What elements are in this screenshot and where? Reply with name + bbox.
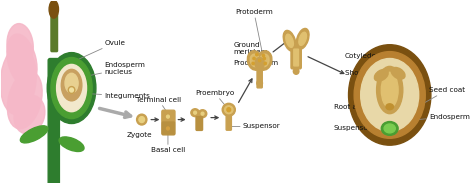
Text: Root apex: Root apex: [334, 104, 377, 110]
Ellipse shape: [222, 103, 235, 116]
Text: Shoot apex: Shoot apex: [345, 70, 394, 87]
Ellipse shape: [8, 71, 42, 129]
Ellipse shape: [49, 0, 58, 18]
Circle shape: [264, 62, 266, 65]
Circle shape: [227, 108, 231, 112]
FancyBboxPatch shape: [294, 49, 299, 66]
Text: Ground
meristem: Ground meristem: [233, 42, 268, 61]
Ellipse shape: [299, 32, 307, 45]
Ellipse shape: [65, 73, 78, 93]
Circle shape: [137, 114, 147, 125]
Text: Suspensor: Suspensor: [231, 123, 281, 130]
Ellipse shape: [7, 24, 33, 68]
Circle shape: [258, 59, 261, 62]
Ellipse shape: [51, 58, 92, 119]
Text: Seed coat: Seed coat: [424, 87, 465, 103]
Ellipse shape: [59, 137, 84, 151]
Ellipse shape: [20, 126, 48, 143]
Ellipse shape: [225, 106, 233, 114]
Ellipse shape: [377, 66, 403, 114]
Ellipse shape: [47, 53, 96, 123]
FancyBboxPatch shape: [257, 69, 262, 88]
Circle shape: [166, 127, 169, 130]
FancyBboxPatch shape: [291, 46, 301, 69]
Circle shape: [263, 57, 265, 60]
Ellipse shape: [296, 29, 309, 49]
Text: Integuments: Integuments: [76, 93, 150, 99]
Circle shape: [139, 117, 145, 123]
Circle shape: [262, 54, 264, 57]
Circle shape: [293, 68, 299, 74]
Circle shape: [68, 87, 75, 93]
Ellipse shape: [191, 109, 199, 117]
FancyBboxPatch shape: [51, 5, 57, 52]
Ellipse shape: [386, 104, 393, 110]
Circle shape: [194, 111, 197, 114]
Ellipse shape: [384, 124, 395, 133]
Ellipse shape: [354, 52, 425, 138]
Ellipse shape: [374, 69, 388, 81]
Ellipse shape: [348, 45, 431, 145]
Ellipse shape: [255, 58, 264, 69]
Ellipse shape: [61, 69, 82, 101]
Circle shape: [201, 112, 204, 115]
Circle shape: [70, 88, 73, 92]
Ellipse shape: [260, 54, 269, 67]
Circle shape: [252, 62, 254, 65]
Ellipse shape: [198, 110, 207, 118]
FancyBboxPatch shape: [196, 117, 202, 130]
Text: Basal cell: Basal cell: [151, 130, 185, 153]
Ellipse shape: [286, 34, 293, 47]
Circle shape: [257, 80, 263, 86]
FancyBboxPatch shape: [48, 59, 59, 184]
Ellipse shape: [391, 68, 405, 79]
Text: Endosperm
nucleus: Endosperm nucleus: [76, 62, 145, 78]
Ellipse shape: [257, 51, 272, 70]
FancyBboxPatch shape: [162, 122, 175, 135]
FancyBboxPatch shape: [162, 110, 175, 123]
Ellipse shape: [56, 64, 87, 112]
Text: Zygote: Zygote: [127, 132, 153, 138]
Circle shape: [255, 53, 258, 56]
Text: Procambium: Procambium: [233, 60, 279, 68]
Ellipse shape: [247, 51, 263, 70]
Text: Terminal cell: Terminal cell: [136, 97, 181, 114]
Ellipse shape: [250, 54, 260, 67]
Text: Ovule: Ovule: [72, 40, 125, 62]
Ellipse shape: [381, 72, 398, 108]
Text: Endosperm: Endosperm: [418, 114, 470, 120]
Ellipse shape: [283, 30, 296, 51]
Text: Protoderm: Protoderm: [235, 9, 273, 54]
Text: Cotyledons: Cotyledons: [345, 53, 385, 73]
FancyBboxPatch shape: [226, 115, 231, 130]
Circle shape: [166, 115, 169, 118]
Ellipse shape: [0, 46, 36, 115]
Ellipse shape: [14, 95, 45, 134]
Circle shape: [253, 57, 255, 60]
Ellipse shape: [7, 34, 37, 87]
Text: Suspensor: Suspensor: [334, 125, 381, 131]
Ellipse shape: [361, 59, 419, 131]
Ellipse shape: [381, 122, 398, 135]
Text: Proembryo: Proembryo: [195, 90, 234, 110]
